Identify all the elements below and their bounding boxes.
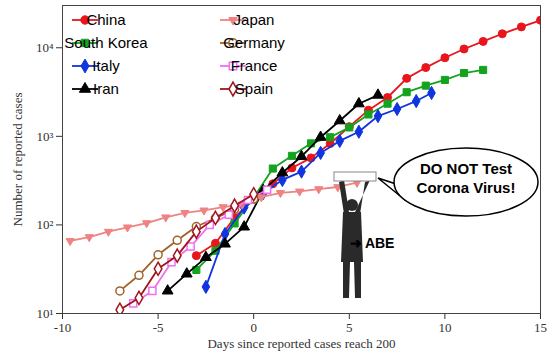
svg-text:-5: -5 [153,320,164,335]
svg-text:Days since reported cases reac: Days since reported cases reach 200 [207,336,395,351]
svg-text:0: 0 [250,320,257,335]
svg-text:China: China [86,11,126,28]
svg-text:10³: 10³ [37,129,54,144]
svg-text:➜ ABE: ➜ ABE [350,235,395,251]
svg-text:Iran: Iran [93,80,119,97]
svg-text:15: 15 [534,320,547,335]
svg-text:Number of reported cases: Number of reported cases [10,93,25,227]
svg-text:10²: 10² [37,217,54,232]
svg-text:DO NOT TestCorona Virus!: DO NOT TestCorona Virus! [417,160,516,196]
svg-text:5: 5 [346,320,353,335]
svg-text:Spain: Spain [235,80,273,97]
svg-text:10⁴: 10⁴ [36,40,54,55]
svg-text:10: 10 [438,320,451,335]
svg-text:-10: -10 [54,320,71,335]
svg-text:Italy: Italy [92,57,120,74]
svg-text:Germany: Germany [223,34,285,51]
svg-text:South Korea: South Korea [64,34,148,51]
svg-text:10¹: 10¹ [37,306,54,321]
svg-text:Japan: Japan [234,11,275,28]
svg-text:France: France [231,57,278,74]
